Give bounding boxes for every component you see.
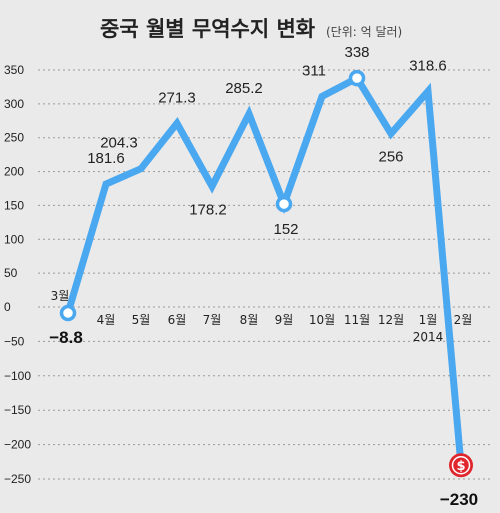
data-label: 318.6 [409,57,447,74]
data-label: −230 [440,490,478,509]
dollar-sign-glyph: $ [456,459,465,474]
x-tick-label: 8월 [240,313,259,327]
y-tick-label: 250 [4,131,24,145]
chart-unit: (단위: 억 달러) [326,25,402,39]
data-label: 311 [302,62,326,79]
x-tick-label: 10월 [309,313,335,327]
series-line [64,73,465,469]
x-tick-label: 3월 [51,289,70,303]
y-tick-label: 100 [4,232,24,246]
y-tick-label: 350 [4,63,24,77]
data-label: 338 [344,44,369,61]
chart-title: 중국 월별 무역수지 변화 [100,17,316,41]
data-label: 152 [273,221,298,238]
x-axis: 3월 4월 5월 6월 7월 8월 9월 10월 11월 12월 1월 2월 2014 [51,289,473,344]
x-tick-label: 6월 [168,313,187,327]
x-tick-label: 1월 [419,313,438,327]
data-label: 178.2 [189,201,227,218]
year-label: 2014 [413,330,444,344]
y-tick-label: −200 [4,438,31,452]
data-label: 256 [378,149,403,166]
x-tick-label: 9월 [275,313,294,327]
y-axis: 350 300 250 200 150 100 50 0 −50 −100 −150 −200 −250 [4,63,31,486]
series-line-layer [64,73,465,469]
data-label: 181.6 [87,150,125,167]
x-tick-label: 2월 [454,313,473,327]
x-tick-label: 4월 [97,313,116,327]
dollar-coin-ring [451,455,471,475]
data-label: 285.2 [225,80,263,97]
y-tick-label: 150 [4,198,24,212]
data-label: 204.3 [100,135,138,152]
data-point-marker [348,69,366,87]
data-label: −8.8 [49,328,83,347]
y-tick-label: −150 [4,403,31,417]
y-tick-label: 300 [4,97,24,111]
data-label: 271.3 [158,89,196,106]
y-tick-label: −100 [4,369,31,383]
x-tick-label: 11월 [344,313,370,327]
y-tick-label: −250 [4,472,31,486]
x-tick-label: 7월 [203,313,222,327]
marker-layer: $ [59,69,473,478]
y-tick-label: −50 [4,334,25,348]
y-tick-label: 50 [4,266,18,280]
y-tick-label: 200 [4,165,24,179]
x-tick-label: 12월 [378,313,404,327]
y-tick-label: 0 [4,300,11,314]
dollar-coin-icon: $ [449,453,473,478]
x-tick-label: 5월 [132,313,151,327]
data-point-marker [275,195,293,213]
data-point-marker [59,304,77,322]
grid-layer [38,69,492,480]
